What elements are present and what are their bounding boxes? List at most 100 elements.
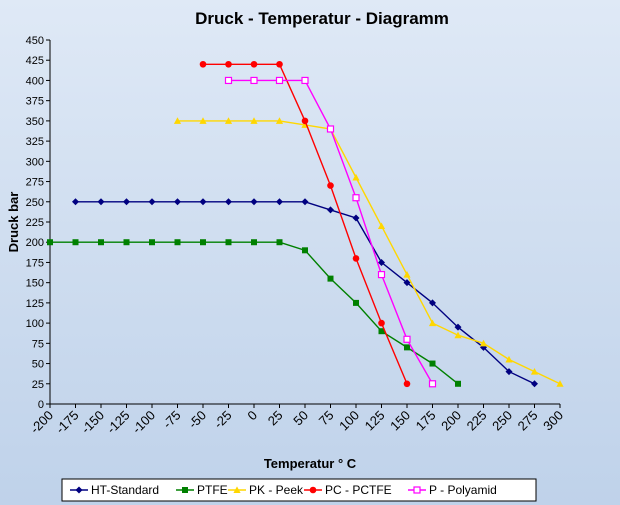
data-point-pk-peek	[224, 117, 233, 124]
x-tick-label: 0	[244, 408, 260, 424]
series-line-ht-standard	[75, 201, 535, 385]
data-point-pk-peek	[505, 355, 513, 363]
y-tick-label: 325	[26, 136, 44, 148]
data-point-ht-standard	[327, 206, 334, 214]
data-point-pk-peek	[275, 117, 284, 124]
x-tick-label: 225	[464, 408, 490, 434]
data-point-pk-peek	[250, 117, 258, 124]
data-point-p-polyamid	[301, 76, 309, 85]
data-point-ht-standard	[250, 198, 258, 206]
x-tick-label: 125	[362, 408, 388, 434]
x-tick-label: 150	[387, 408, 413, 434]
y-axis-title: Druck bar	[6, 192, 21, 253]
data-point-pc-pctfe	[225, 60, 232, 68]
x-tick-label: -125	[104, 408, 133, 437]
data-point-ht-standard	[97, 198, 105, 206]
x-tick-label: 200	[438, 408, 464, 434]
x-tick-label: -200	[27, 408, 56, 437]
data-point-pk-peek	[454, 331, 462, 339]
y-tick-label: 125	[26, 298, 44, 310]
data-point-p-polyamid	[403, 335, 411, 343]
data-point-ht-standard	[148, 198, 156, 206]
legend-marker-ht-standard	[75, 486, 83, 494]
series-line-pk-peek	[177, 120, 561, 385]
y-tick-label: 425	[26, 55, 44, 67]
data-point-ht-standard	[72, 198, 79, 206]
data-point-pk-peek	[428, 319, 437, 327]
data-point-ptfe	[72, 239, 79, 246]
x-tick-label: 300	[540, 408, 566, 434]
data-point-p-polyamid	[275, 76, 284, 85]
x-tick-label: 175	[413, 408, 439, 434]
data-point-ht-standard	[531, 380, 538, 388]
data-point-pc-pctfe	[327, 182, 334, 189]
data-point-p-polyamid	[352, 194, 360, 202]
data-point-ptfe	[149, 239, 155, 246]
legend-marker-ptfe	[182, 487, 188, 493]
y-tick-label: 25	[32, 379, 44, 391]
y-tick-label: 75	[32, 338, 44, 350]
data-point-ht-standard	[454, 323, 462, 331]
legend-label-pc-pctfe: PC - PCTFE	[325, 483, 392, 497]
x-tick-label: -175	[53, 408, 82, 437]
y-tick-label: 150	[26, 278, 44, 290]
y-tick-label: 250	[26, 197, 44, 209]
series-line-pc-pctfe	[203, 63, 408, 385]
data-point-ptfe	[404, 344, 410, 351]
data-point-pk-peek	[403, 270, 411, 278]
data-point-ptfe	[353, 299, 359, 306]
data-point-ht-standard	[352, 214, 360, 222]
data-point-ht-standard	[378, 258, 385, 266]
data-point-pc-pctfe	[403, 380, 411, 388]
data-point-ptfe	[302, 247, 308, 254]
data-point-p-polyamid	[224, 76, 233, 85]
legend-label-ptfe: PTFE	[197, 483, 228, 497]
data-point-ht-standard	[225, 198, 232, 206]
chart-title: Druck - Temperatur - Diagramm	[195, 9, 449, 28]
data-point-ptfe	[455, 380, 461, 387]
y-tick-label: 200	[26, 237, 44, 249]
legend: HT-Standard PTFE PK - Peek PC - PCTFE P - Po…	[61, 478, 537, 502]
y-tick-label: 50	[32, 359, 44, 371]
legend-marker-p-polyamid	[413, 486, 421, 494]
y-tick-label: 275	[26, 177, 44, 189]
y-tick-label: 375	[26, 96, 44, 108]
data-point-ht-standard	[403, 279, 411, 287]
data-point-ptfe	[429, 360, 436, 367]
y-tick-label: 450	[26, 35, 44, 47]
data-point-ptfe	[174, 239, 181, 246]
y-tick-label: 350	[26, 116, 44, 128]
data-point-ht-standard	[505, 368, 513, 376]
y-tick-label: 175	[26, 257, 44, 269]
x-tick-label: -50	[185, 408, 209, 432]
data-point-ptfe	[225, 239, 232, 246]
plot-area: 0255075100125150175200225250275300325350…	[26, 35, 566, 437]
data-point-p-polyamid	[428, 380, 437, 388]
y-tick-label: 225	[26, 217, 44, 229]
y-tick-label: 400	[26, 75, 44, 87]
data-point-pc-pctfe	[199, 60, 207, 68]
data-point-pc-pctfe	[352, 255, 360, 262]
data-point-ptfe	[123, 239, 130, 246]
x-tick-label: -150	[78, 408, 107, 437]
data-point-ptfe	[327, 275, 334, 282]
data-point-ptfe	[276, 239, 283, 246]
data-point-pc-pctfe	[276, 60, 283, 68]
data-point-pk-peek	[556, 380, 564, 387]
data-point-pk-peek	[352, 173, 360, 181]
y-tick-label: 0	[38, 399, 44, 411]
data-point-ptfe	[251, 239, 257, 246]
data-point-ptfe	[98, 239, 104, 246]
data-point-pk-peek	[479, 339, 488, 347]
data-point-ht-standard	[429, 299, 436, 307]
legend-marker-pk-peek	[233, 486, 241, 493]
legend-label-pk-peek: PK - Peek	[249, 483, 304, 497]
legend-box	[61, 478, 537, 502]
data-point-ptfe	[47, 239, 53, 246]
data-point-ht-standard	[276, 198, 283, 206]
data-point-ptfe	[200, 239, 206, 246]
x-tick-label: 25	[265, 408, 286, 429]
data-point-pk-peek	[173, 117, 182, 124]
